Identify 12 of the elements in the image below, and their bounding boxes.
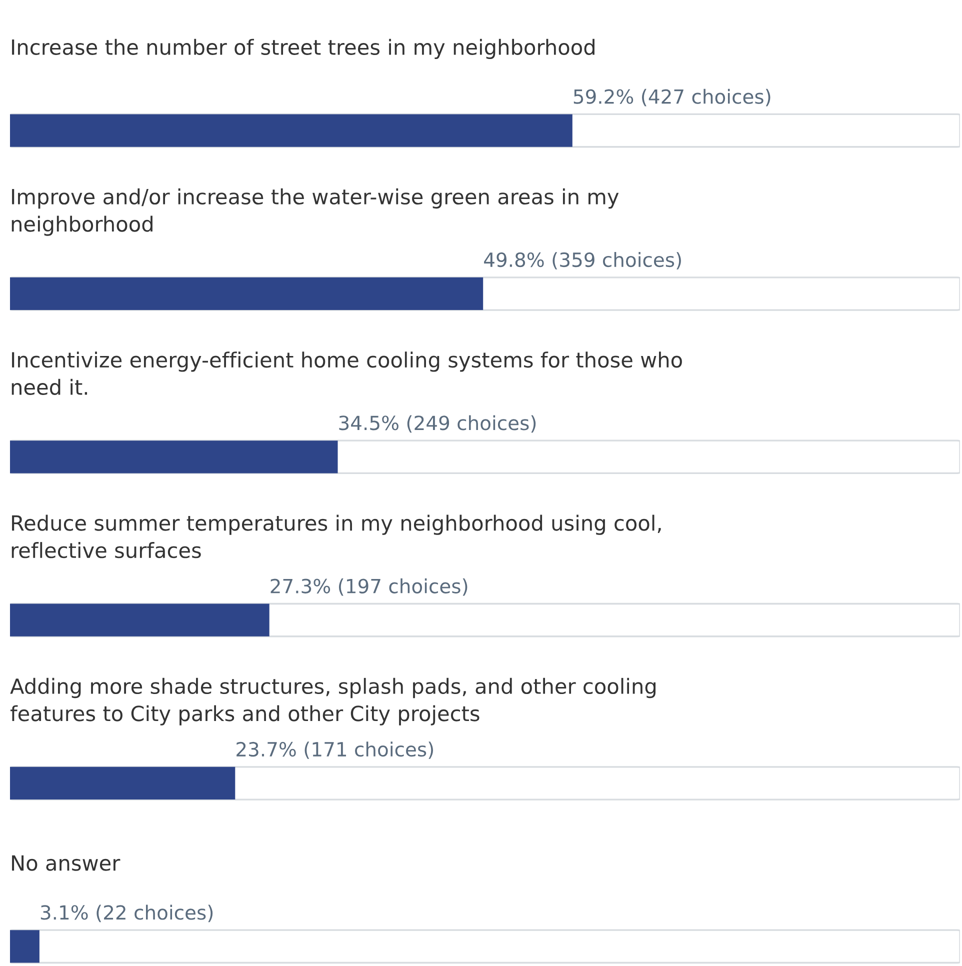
data-label: 23.7% (171 choices) <box>236 742 433 759</box>
y-tick-label: Increase the number of street trees in my neighborhood <box>12 38 594 60</box>
data-label: 27.3% (197 choices) <box>270 578 468 596</box>
data-label: 3.1% (22 choices) <box>40 904 213 922</box>
y-tick-label: Adding more shade structures, splash pads, and other cooling features to City parks and other City projects <box>10 678 656 726</box>
data-label: 49.8% (359 choices) <box>484 252 681 270</box>
data-label: 34.5% (249 choices) <box>339 415 536 433</box>
y-tick-label: Incentivize energy-efficient home cooling systems for those who need it. <box>12 352 682 395</box>
data-label: 59.2% (427 choices) <box>574 88 770 106</box>
y-tick-label: Reduce summer temperatures in my neighborhood using cool, reflective surfaces <box>12 514 661 558</box>
y-tick-label: No answer <box>12 855 120 871</box>
y-tick-label: Improve and/or increase the water-wise green areas in my neighborhood <box>12 188 619 236</box>
